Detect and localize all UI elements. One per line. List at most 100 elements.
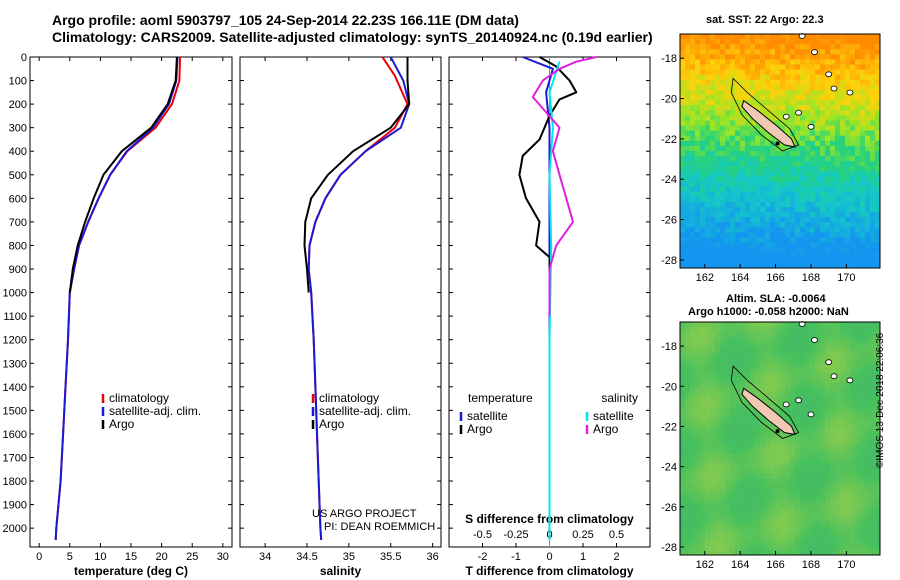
sla-map-cell: [865, 322, 871, 328]
sst-map-cell: [815, 100, 821, 106]
sst-map-cell: [800, 237, 806, 244]
sla-map-cell: [695, 529, 701, 536]
sla-map-cell: [830, 489, 836, 495]
sla-map-cell: [870, 468, 876, 475]
sst-map-cell: [710, 84, 716, 91]
sla-map-cell: [835, 357, 841, 364]
sla-map-cell: [725, 382, 731, 389]
sst-map-cell: [770, 262, 776, 269]
sla-map-cell: [815, 322, 821, 328]
sla-map-cell: [865, 509, 871, 515]
sst-map-cell: [780, 105, 786, 111]
sst-map-cell: [760, 79, 766, 86]
sst-map-cell: [785, 95, 791, 101]
sla-map-cell: [845, 544, 851, 551]
sst-map-cell: [865, 34, 871, 40]
sla-map-cell: [785, 544, 791, 551]
sla-map-cell: [810, 504, 816, 510]
sst-map-cell: [800, 227, 806, 233]
sla-map-cell: [805, 494, 811, 500]
sst-map-cell: [775, 69, 781, 76]
sla-map-cell: [810, 443, 816, 450]
sst-map-cell: [710, 247, 716, 254]
sla-map-cell: [735, 408, 741, 414]
sla-map-cell: [865, 544, 871, 551]
sst-map-cell: [735, 44, 741, 50]
sst-map-cell: [805, 44, 811, 50]
sst-map-cell: [725, 222, 731, 228]
sst-map-cell: [730, 140, 736, 147]
sla-map-cell: [865, 514, 871, 521]
sla-map-cell: [705, 377, 711, 384]
sla-map-cell: [735, 398, 741, 404]
sla-map-cell: [735, 352, 741, 358]
sst-map-cell: [805, 34, 811, 40]
sst-map-cell: [845, 100, 851, 106]
depth-tick-label: 1400: [3, 382, 27, 394]
sla-map-cell: [710, 428, 716, 434]
sst-map-cell: [700, 59, 706, 65]
sla-map-cell: [800, 433, 806, 439]
sst-map-cell: [755, 84, 761, 91]
sst-map-cell: [680, 181, 686, 188]
sla-map-cell: [825, 398, 831, 404]
sla-map-cell: [755, 519, 761, 526]
sla-map-cell: [760, 549, 766, 556]
sst-map-cell: [835, 69, 841, 76]
sla-map-cell: [700, 418, 706, 424]
sst-map-cell: [870, 130, 876, 137]
sst-map-reef-outline: [730, 77, 800, 152]
sst-map-cell: [770, 237, 776, 244]
difference-xtick-label: 1: [580, 551, 586, 563]
sla-map-cell: [690, 433, 696, 439]
sst-map-cell: [805, 186, 811, 193]
sla-map-cell: [710, 372, 716, 379]
sla-map-cell: [840, 549, 846, 556]
sla-map-cell: [735, 504, 741, 510]
sst-map-cell: [775, 120, 781, 127]
sla-map-cell: [875, 443, 881, 450]
sla-map-cell: [830, 352, 836, 358]
temperature-xtick-label: 0: [36, 551, 42, 563]
sla-map-cell: [705, 504, 711, 510]
sla-map-cell: [760, 362, 766, 369]
sst-map-cell: [870, 242, 876, 249]
sla-map-cell: [780, 357, 786, 364]
sla-map-cell: [755, 433, 761, 439]
sla-map-cell: [795, 448, 801, 455]
sla-map-cell: [685, 347, 691, 353]
sst-map-cell: [830, 191, 836, 198]
depth-tick-label: 500: [9, 170, 27, 182]
sla-map-xtick-label: 162: [696, 559, 714, 571]
sst-map-cell: [800, 84, 806, 91]
sst-map-cell: [805, 242, 811, 249]
depth-tick-label: 1300: [3, 358, 27, 370]
sla-map-cell: [870, 352, 876, 358]
sst-map-cell: [795, 156, 801, 162]
sla-map-cell: [830, 403, 836, 409]
sla-map-cell: [745, 514, 751, 521]
sla-map-cell: [730, 438, 736, 445]
sla-map-cell: [700, 504, 706, 510]
sst-map-cell: [710, 171, 716, 177]
sla-map-cell: [695, 408, 701, 414]
sst-map-cell: [720, 201, 726, 208]
sla-map-cell: [680, 322, 686, 328]
sla-map-cell: [750, 372, 756, 379]
sla-map-cell: [745, 453, 751, 460]
sst-map-cell: [760, 39, 766, 45]
sla-map-cell: [865, 377, 871, 384]
sla-map-cell: [720, 529, 726, 536]
sla-map-cell: [760, 544, 766, 551]
sst-map-cell: [765, 130, 771, 137]
sla-map-cell: [825, 539, 831, 546]
sst-map-cell: [800, 212, 806, 218]
sla-map-cell: [840, 458, 846, 465]
sst-map-cell: [710, 191, 716, 198]
sla-map-cell: [840, 519, 846, 526]
sla-map-cell: [800, 367, 806, 374]
sst-map-ytick-label: -28: [661, 255, 677, 267]
sst-map-cell: [795, 166, 801, 172]
sst-map-cell: [695, 34, 701, 40]
sst-map-cell: [740, 44, 746, 50]
